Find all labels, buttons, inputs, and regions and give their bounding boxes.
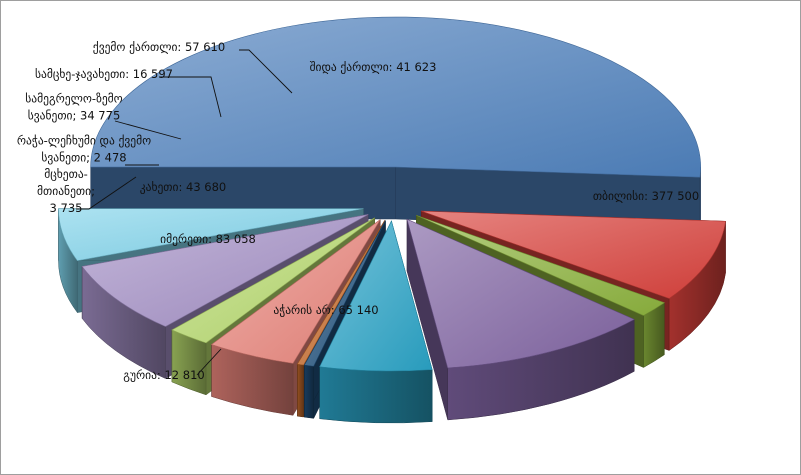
data-label-9: ქვემო ქართლი: 57 610	[93, 40, 225, 54]
leader-line-2	[196, 348, 222, 376]
data-label-3: იმერეთი: 83 058	[160, 232, 256, 246]
data-label-1: აჭარის არ: 65 140	[273, 303, 378, 317]
slice-3	[406, 218, 635, 421]
data-label-10: შიდა ქართლი: 41 623	[310, 60, 437, 74]
data-label-4: კახეთი: 43 680	[140, 180, 227, 194]
data-label-7: სამეგრელო-ზემო სვანეთი; 34 775	[25, 92, 122, 123]
leader-line-7	[114, 120, 182, 140]
leader-line-9	[239, 49, 293, 94]
slice-4	[319, 220, 433, 424]
leader-line-5	[76, 176, 137, 210]
data-label-6: რაჭა-ლეჩხუმი და ქვემო სვანეთი; 2 478	[17, 134, 151, 165]
leader-line-8	[159, 76, 222, 118]
slice-0	[90, 16, 701, 230]
data-label-8: სამცხე-ჯავახეთი: 16 597	[35, 67, 173, 81]
data-label-0: თბილისი: 377 500	[593, 189, 699, 203]
data-label-5: მცხეთა-მთიანეთი; 3 735	[37, 167, 95, 215]
data-label-2: გურია: 12 810	[123, 368, 204, 382]
